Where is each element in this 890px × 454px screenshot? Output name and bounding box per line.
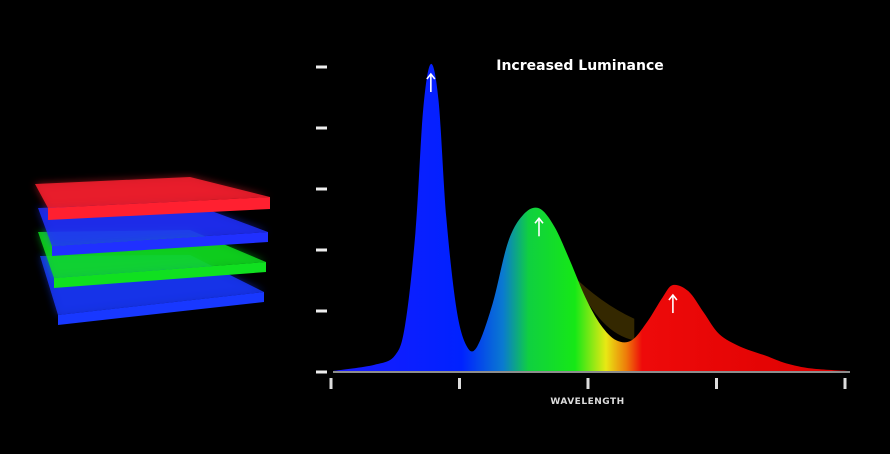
y-axis-tick: [316, 65, 327, 69]
peak-arrow-icon: [534, 217, 544, 237]
spectrum-area: [333, 63, 848, 372]
x-axis-label: WAVELENGTH: [550, 397, 625, 407]
x-axis-tick: [458, 378, 461, 389]
y-axis-tick: [316, 126, 327, 130]
x-axis-tick: [329, 378, 333, 389]
x-axis-tick: [586, 378, 590, 389]
peak-arrow-icon: [668, 293, 678, 314]
x-axis-tick: [715, 378, 718, 389]
y-axis-tick: [316, 187, 327, 191]
valley-shadow: [569, 272, 635, 341]
peak-arrow-icon: [426, 72, 436, 92]
y-axis-tick: [316, 248, 327, 252]
y-axis-tick: [316, 309, 327, 313]
red-layer: [35, 177, 270, 220]
y-axis-tick: [316, 370, 327, 374]
chart-title: Increased Luminance: [496, 58, 664, 74]
x-axis-tick: [843, 378, 847, 389]
